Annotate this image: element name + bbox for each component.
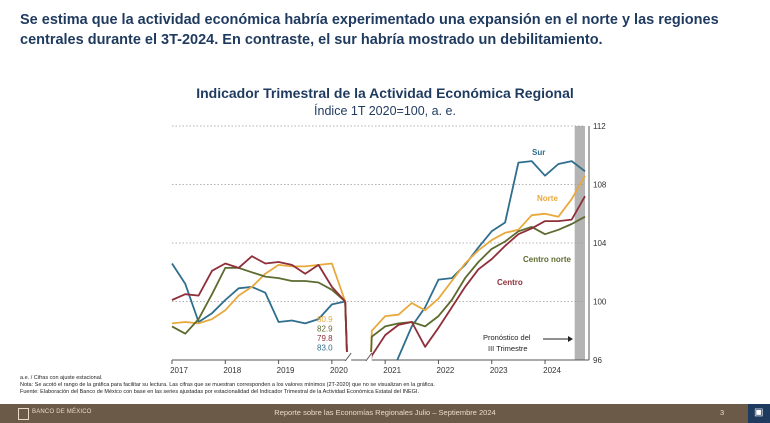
min-value-label: 83.0 <box>317 344 333 353</box>
y-tick-label: 100 <box>593 298 607 307</box>
series-line <box>369 215 586 361</box>
footer-bar: BANCO DE MÉXICO Reporte sobre las Econom… <box>0 404 770 423</box>
footer-report-title: Reporte sobre las Economías Regionales J… <box>274 408 496 417</box>
headline: Se estima que la actividad económica hab… <box>20 10 755 50</box>
x-tick-label: 2023 <box>490 366 508 375</box>
min-value-label: 80.9 <box>317 315 333 324</box>
chart-title: Indicador Trimestral de la Actividad Eco… <box>196 85 574 101</box>
series-line <box>171 263 346 325</box>
min-value-label: 79.8 <box>317 334 333 343</box>
chart-subtitle: Índice 1T 2020=100, a. e. <box>314 104 456 118</box>
series-line <box>171 255 346 303</box>
series-label: Sur <box>532 148 545 157</box>
series-line <box>171 262 347 325</box>
forecast-annotation: Pronóstico del <box>483 333 531 342</box>
x-tick-label: 2020 <box>330 366 348 375</box>
headline-line-1: Se estima que la actividad económica hab… <box>20 12 719 28</box>
y-tick-label: 112 <box>593 122 606 131</box>
forecast-annotation: III Trimestre <box>488 344 528 353</box>
footer-brand: BANCO DE MÉXICO <box>32 409 92 415</box>
series-line <box>369 195 586 361</box>
series-line <box>171 267 346 335</box>
axis-break-mark <box>365 352 373 362</box>
series-label: Norte <box>537 194 558 203</box>
y-tick-label: 96 <box>593 356 602 365</box>
y-tick-label: 104 <box>593 239 607 248</box>
x-tick-label: 2024 <box>543 366 561 375</box>
note-source: Fuente: Elaboración del Banco de México … <box>20 389 419 396</box>
forecast-arrowhead <box>568 336 573 342</box>
series-line <box>396 160 586 361</box>
y-tick-label: 108 <box>593 181 607 190</box>
bank-logo-icon <box>18 408 29 420</box>
x-tick-label: 2017 <box>170 366 188 375</box>
x-tick-label: 2019 <box>277 366 295 375</box>
note-range: Nota: Se acotó el rango de la gráfica pa… <box>20 382 435 389</box>
forecast-band <box>574 126 585 360</box>
note-seasonal: a.e. / Cifras con ajuste estacional. <box>20 375 103 381</box>
chart-notes: a.e. / Cifras con ajuste estacional. Not… <box>20 375 435 397</box>
x-tick-label: 2021 <box>383 366 401 375</box>
page-number: 3 <box>720 408 725 417</box>
headline-line-2: centrales durante el 3T-2024. En contras… <box>20 32 603 48</box>
x-tick-label: 2022 <box>437 366 455 375</box>
series-label: Centro <box>497 278 523 287</box>
series-label: Centro norte <box>523 255 572 264</box>
x-tick-label: 2018 <box>223 366 241 375</box>
series-drop <box>344 301 349 361</box>
axis-break-mark <box>344 352 352 362</box>
series-line <box>369 175 586 361</box>
seal-icon: ▣ <box>748 404 770 423</box>
min-value-label: 82.9 <box>317 325 333 334</box>
